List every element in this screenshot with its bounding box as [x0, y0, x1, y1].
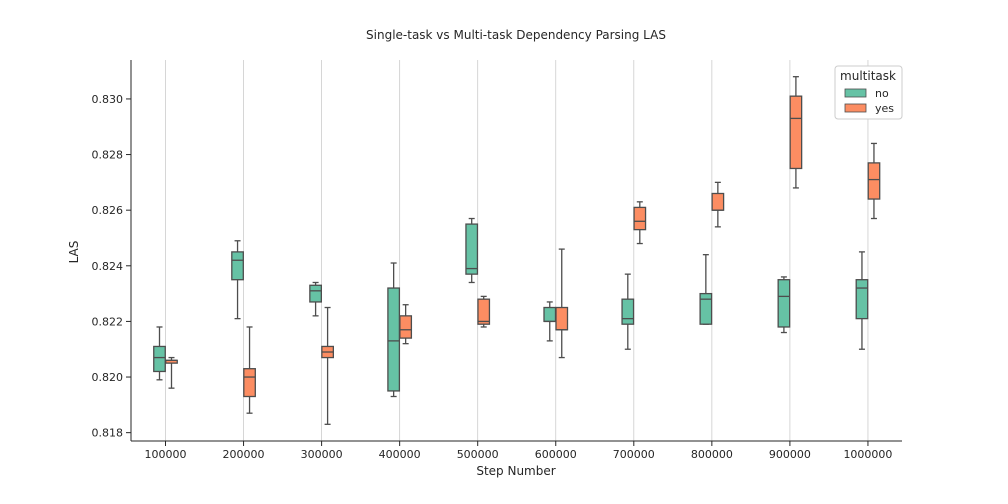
box-iqr	[243, 368, 256, 398]
y-tick-label: 0.822	[92, 315, 124, 328]
y-tick-label: 0.824	[92, 260, 124, 273]
box-no-300000	[309, 281, 323, 317]
box-no-200000	[231, 240, 244, 320]
box-iqr	[855, 279, 869, 320]
box-no-500000	[465, 217, 479, 284]
x-tick-label: 700000	[613, 448, 655, 461]
box-iqr	[633, 206, 647, 231]
box-yes-500000	[477, 295, 491, 328]
y-tick-label: 0.820	[92, 371, 124, 384]
x-axis-ticks: 100000 200000 300000 400000 500000 600000 7000…	[145, 441, 892, 461]
y-axis-label: LAS	[67, 241, 81, 264]
box-iqr	[789, 95, 803, 170]
box-iqr	[699, 292, 713, 325]
box-no-700000	[621, 273, 635, 350]
box-yes-900000	[789, 76, 803, 189]
legend-swatch-yes	[844, 103, 867, 113]
box-yes-800000	[711, 181, 725, 228]
box-no-900000	[777, 276, 791, 334]
box-no-100000	[153, 326, 166, 381]
legend-label-no: no	[875, 87, 889, 100]
box-iqr	[309, 284, 323, 303]
box-no-400000	[387, 262, 401, 398]
y-axis-ticks: 0.818 0.820 0.822 0.824 0.826 0.828 0.830	[92, 93, 131, 440]
y-tick-label: 0.818	[92, 427, 124, 440]
box-iqr	[153, 345, 166, 373]
box-iqr	[711, 192, 725, 211]
box-yes-1000000	[867, 142, 881, 220]
x-axis-label: Step Number	[476, 464, 555, 478]
x-tick-label: 1000000	[843, 448, 892, 461]
x-tick-label: 300000	[301, 448, 343, 461]
box-yes-700000	[633, 201, 647, 245]
box-iqr	[465, 223, 479, 275]
y-tick-label: 0.830	[92, 93, 124, 106]
box-yes-100000	[165, 356, 178, 389]
box-iqr	[621, 298, 635, 325]
box-iqr	[477, 298, 491, 325]
box-no-800000	[699, 254, 713, 325]
legend-title: multitask	[840, 69, 896, 83]
box-iqr	[399, 315, 413, 339]
box-iqr	[543, 306, 557, 323]
x-tick-label: 600000	[535, 448, 577, 461]
x-tick-label: 800000	[691, 448, 733, 461]
legend-swatch-no	[844, 88, 867, 98]
y-tick-label: 0.828	[92, 149, 124, 162]
x-tick-label: 500000	[457, 448, 499, 461]
chart-title: Single-task vs Multi-task Dependency Par…	[366, 28, 666, 42]
x-tick-label: 200000	[223, 448, 265, 461]
box-yes-200000	[243, 326, 256, 414]
box-yes-400000	[399, 304, 413, 345]
x-tick-label: 100000	[145, 448, 187, 461]
box-iqr	[555, 306, 569, 331]
box-series	[153, 76, 881, 425]
legend: multitask no yes	[834, 65, 903, 120]
y-tick-label: 0.826	[92, 204, 124, 217]
box-iqr	[777, 279, 791, 328]
box-yes-300000	[321, 306, 335, 425]
gridlines	[165, 60, 869, 441]
x-tick-label: 900000	[769, 448, 811, 461]
box-iqr	[867, 162, 881, 200]
legend-label-yes: yes	[875, 102, 894, 115]
box-iqr	[231, 251, 244, 281]
box-no-600000	[543, 301, 557, 342]
box-yes-600000	[555, 248, 569, 359]
x-tick-label: 400000	[379, 448, 421, 461]
box-iqr	[387, 287, 401, 392]
box-no-1000000	[855, 251, 869, 350]
